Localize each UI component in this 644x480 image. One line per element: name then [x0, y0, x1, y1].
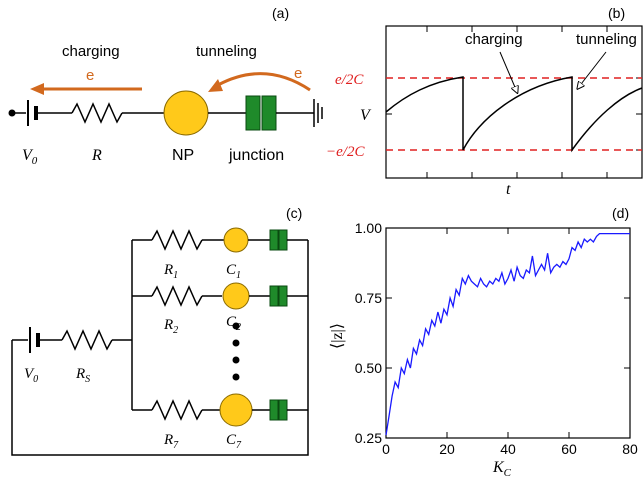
y-tick-label: 0.25: [355, 430, 382, 446]
d-series-line: [385, 232, 630, 436]
junction-label: junction: [228, 147, 284, 164]
c-v0-label: V0: [24, 366, 38, 385]
b-top-level-label: e/2C: [335, 72, 364, 88]
c-resistor-rs: [61, 329, 113, 351]
charging-arrowhead: [30, 83, 44, 95]
c-c1-label: C1: [226, 262, 241, 281]
x-tick-label: 40: [500, 441, 516, 457]
panel-b: (b) charging tunneling e/2C −e/2C V t: [326, 5, 643, 198]
x-tick-label: 80: [622, 441, 638, 457]
resistor-r: [71, 102, 123, 124]
np-circle: [163, 90, 209, 136]
c-outer-wire: [11, 240, 309, 456]
tunneling-arrowhead: [208, 79, 223, 92]
electron-left-label: e: [86, 67, 94, 84]
b-charging-label: charging: [465, 31, 523, 48]
panel-c: (c): [11, 205, 309, 456]
c-rs-label: RS: [75, 366, 90, 385]
panel-d-label: (d): [612, 205, 629, 221]
junction-right: [261, 95, 277, 131]
b-sawtooth-curve: [385, 76, 643, 153]
y-tick-label: 1.00: [355, 220, 382, 236]
c-branch-2: [132, 282, 308, 310]
c-c2-label: C2: [226, 314, 241, 333]
d-y-label: ⟨|z|⟩: [329, 323, 346, 349]
c-r1-label: R1: [163, 262, 178, 281]
junction-left: [245, 95, 261, 131]
c-branch-1: [132, 227, 308, 253]
panel-a-label: (a): [272, 5, 289, 21]
d-tick-labels: 0 20 40 60 80 0.25 0.50 0.75 1.00: [355, 220, 638, 457]
d-ticks: [385, 227, 631, 439]
d-frame: [385, 227, 631, 439]
c-r7-label: R7: [163, 432, 179, 451]
x-tick-label: 60: [561, 441, 577, 457]
c-r2-label: R2: [163, 317, 178, 336]
panel-b-label: (b): [608, 5, 625, 21]
b-charging-arrow: [499, 51, 517, 92]
c-branch-7: [132, 393, 308, 427]
electron-right-label: e: [294, 65, 302, 82]
d-x-label: KC: [492, 459, 512, 479]
c-ellipsis-dots: [232, 322, 240, 381]
terminal-dot: [8, 109, 16, 117]
b-frame: [385, 25, 643, 179]
y-tick-label: 0.50: [355, 360, 382, 376]
b-tunneling-label: tunneling: [576, 31, 637, 48]
r-label: R: [91, 147, 102, 164]
panel-a: (a) charging tunneling e e V0 R: [8, 5, 323, 167]
tunneling-label: tunneling: [196, 43, 257, 60]
v0-label: V0: [22, 147, 38, 167]
b-x-label: t: [506, 181, 511, 198]
b-bottom-level-label: −e/2C: [326, 144, 365, 160]
tunneling-arrow: [217, 72, 311, 92]
c-c7-label: C7: [226, 432, 242, 451]
y-tick-label: 0.75: [355, 290, 382, 306]
panel-c-label: (c): [286, 205, 302, 221]
b-y-label: V: [360, 107, 372, 124]
charging-label: charging: [62, 43, 120, 60]
panel-d: (d) 0 20 40 60 80 0.25 0.50 0.75 1.00 KC ⟨|z|⟩: [329, 205, 638, 479]
b-tunneling-arrow: [578, 51, 607, 88]
np-label: NP: [172, 147, 194, 164]
b-ticks: [386, 26, 642, 178]
x-tick-label: 20: [439, 441, 455, 457]
x-tick-label: 0: [382, 441, 390, 457]
